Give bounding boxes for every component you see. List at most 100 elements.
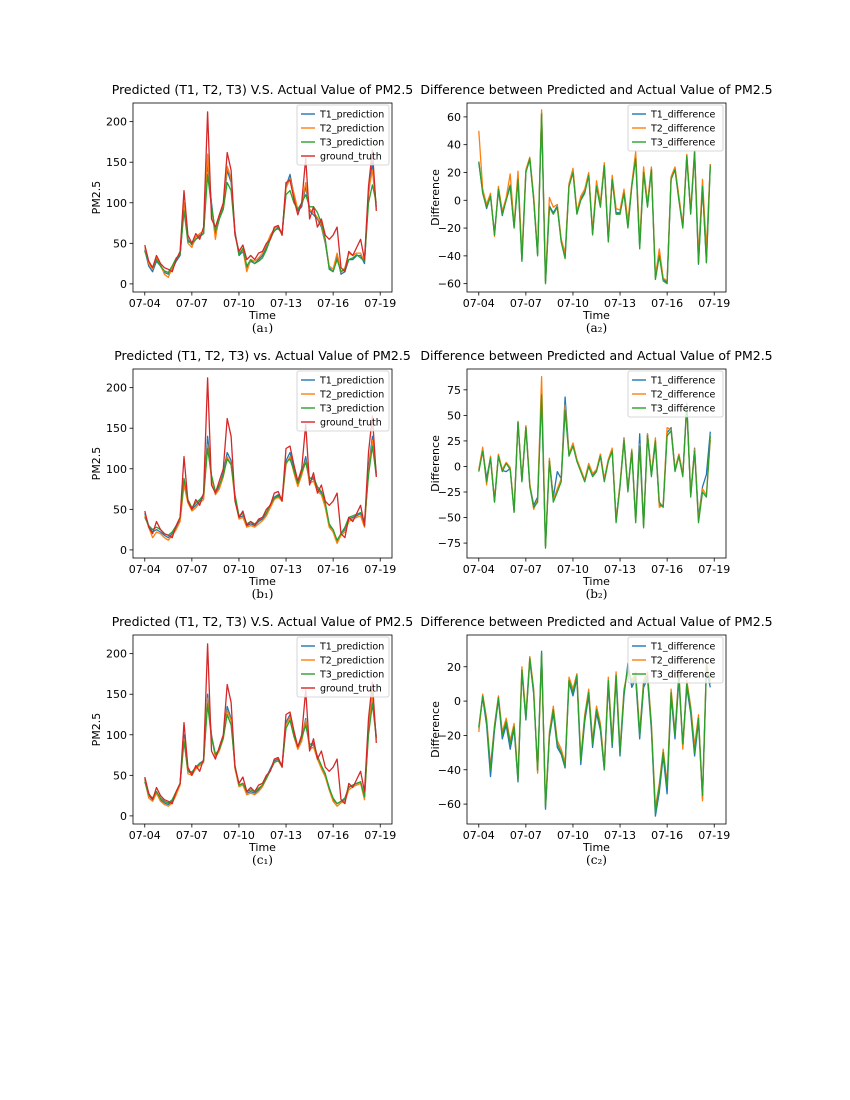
series-group bbox=[144, 643, 377, 807]
y-tick-label: −50 bbox=[438, 512, 461, 525]
x-tick-label: 07-16 bbox=[317, 829, 349, 842]
series-group bbox=[478, 109, 711, 285]
legend-label: T2_difference bbox=[650, 124, 715, 135]
y-tick-label: 60 bbox=[447, 111, 461, 124]
legend-label: T1_difference bbox=[650, 376, 715, 387]
legend: T1_prediction T2_prediction T3_predictiong… bbox=[296, 104, 390, 166]
subplot-4: Difference between Predicted and Actual … bbox=[420, 348, 772, 601]
series-line-T3-difference bbox=[478, 394, 711, 549]
chart-title: Difference between Predicted and Actual … bbox=[420, 348, 772, 363]
legend: T1_difference T2_difference T3_difference bbox=[627, 104, 724, 152]
series-line-T2-prediction bbox=[144, 439, 377, 545]
legend-label: T3_prediction bbox=[319, 138, 384, 149]
legend-box bbox=[627, 636, 724, 684]
x-tick-label: 07-16 bbox=[651, 297, 683, 310]
x-tick-label: 07-04 bbox=[463, 829, 495, 842]
x-axis-label: Time bbox=[248, 841, 276, 854]
legend-label: T3_difference bbox=[650, 138, 715, 149]
series-line-ground-truth bbox=[144, 377, 377, 539]
subplot-3: Predicted (T1, T2, T3) vs. Actual Value … bbox=[90, 348, 411, 601]
series-line-T3-prediction bbox=[144, 173, 377, 274]
legend-label: ground_truth bbox=[320, 684, 382, 695]
y-tick-label: 0 bbox=[120, 278, 127, 291]
x-tick-label: 07-19 bbox=[698, 563, 730, 576]
chart-title: Difference between Predicted and Actual … bbox=[420, 614, 772, 629]
subplot-1: Predicted (T1, T2, T3) V.S. Actual Value… bbox=[90, 82, 413, 335]
subplot-2: Difference between Predicted and Actual … bbox=[420, 82, 772, 335]
x-tick-label: 07-10 bbox=[223, 829, 255, 842]
legend-box bbox=[296, 104, 390, 166]
y-tick-label: −20 bbox=[438, 729, 461, 742]
y-tick-label: 100 bbox=[106, 729, 127, 742]
y-tick-label: −60 bbox=[438, 278, 461, 291]
y-tick-label: 50 bbox=[113, 769, 127, 782]
x-tick-label: 07-19 bbox=[698, 829, 730, 842]
axes-frame bbox=[466, 634, 727, 825]
x-tick-label: 07-19 bbox=[364, 297, 396, 310]
legend-box bbox=[627, 104, 724, 152]
x-tick-label: 07-16 bbox=[651, 563, 683, 576]
legend-label: T1_difference bbox=[650, 642, 715, 653]
chart-title: Predicted (T1, T2, T3) V.S. Actual Value… bbox=[112, 614, 414, 629]
x-tick-label: 07-10 bbox=[223, 297, 255, 310]
x-tick-label: 07-19 bbox=[698, 297, 730, 310]
chart-title: Difference between Predicted and Actual … bbox=[420, 82, 772, 97]
subplot-caption: (b₁) bbox=[252, 587, 274, 601]
series-group bbox=[144, 111, 377, 279]
y-tick-label: 100 bbox=[106, 463, 127, 476]
y-tick-label: 200 bbox=[106, 382, 127, 395]
y-tick-label: 50 bbox=[113, 503, 127, 516]
legend-label: T2_prediction bbox=[319, 390, 384, 401]
legend-label: T2_prediction bbox=[319, 124, 384, 135]
y-tick-label: 0 bbox=[454, 695, 461, 708]
series-group bbox=[478, 650, 711, 817]
legend-box bbox=[627, 370, 724, 418]
x-tick-label: 07-13 bbox=[270, 297, 302, 310]
series-line-ground-truth bbox=[144, 643, 377, 805]
y-tick-label: 20 bbox=[447, 661, 461, 674]
y-tick-label: 0 bbox=[454, 460, 461, 473]
legend-box bbox=[296, 370, 390, 432]
axes-frame bbox=[466, 368, 727, 559]
x-axis-label: Time bbox=[582, 841, 610, 854]
legend-label: T2_difference bbox=[650, 390, 715, 401]
y-tick-label: −40 bbox=[438, 250, 461, 263]
legend-label: T3_prediction bbox=[319, 404, 384, 415]
x-tick-label: 07-07 bbox=[176, 297, 208, 310]
subplot-caption: (b₂) bbox=[586, 587, 608, 601]
x-tick-label: 07-10 bbox=[557, 563, 589, 576]
series-line-T3-difference bbox=[478, 652, 711, 814]
x-axis-label: Time bbox=[582, 575, 610, 588]
legend-label: T2_difference bbox=[650, 656, 715, 667]
series-line-ground-truth bbox=[144, 111, 377, 273]
x-tick-label: 07-19 bbox=[364, 829, 396, 842]
y-tick-label: 0 bbox=[454, 194, 461, 207]
x-tick-label: 07-13 bbox=[270, 563, 302, 576]
axes-frame bbox=[132, 368, 393, 559]
x-axis-label: Time bbox=[248, 575, 276, 588]
y-tick-label: 20 bbox=[447, 166, 461, 179]
y-tick-label: 150 bbox=[106, 422, 127, 435]
axes-frame bbox=[132, 102, 393, 293]
x-tick-label: 07-10 bbox=[557, 829, 589, 842]
series-line-T1-prediction bbox=[144, 161, 377, 275]
series-group bbox=[144, 377, 377, 545]
y-tick-label: −20 bbox=[438, 222, 461, 235]
legend-label: ground_truth bbox=[320, 418, 382, 429]
legend-label: T1_prediction bbox=[319, 376, 384, 387]
x-tick-label: 07-10 bbox=[223, 563, 255, 576]
x-tick-label: 07-07 bbox=[510, 563, 542, 576]
legend: T1_difference T2_difference T3_difference bbox=[627, 370, 724, 418]
x-tick-label: 07-16 bbox=[317, 297, 349, 310]
subplot-caption: (c₂) bbox=[586, 853, 607, 867]
y-tick-label: 150 bbox=[106, 156, 127, 169]
y-axis-label: PM2.5 bbox=[90, 181, 103, 215]
x-tick-label: 07-16 bbox=[317, 563, 349, 576]
y-axis-label: Difference bbox=[429, 435, 442, 492]
axes-frame bbox=[466, 102, 727, 293]
series-group bbox=[478, 375, 711, 549]
series-line-T3-prediction bbox=[144, 703, 377, 805]
legend: T1_difference T2_difference T3_difference bbox=[627, 636, 724, 684]
x-tick-label: 07-10 bbox=[557, 297, 589, 310]
legend-box bbox=[296, 636, 390, 698]
